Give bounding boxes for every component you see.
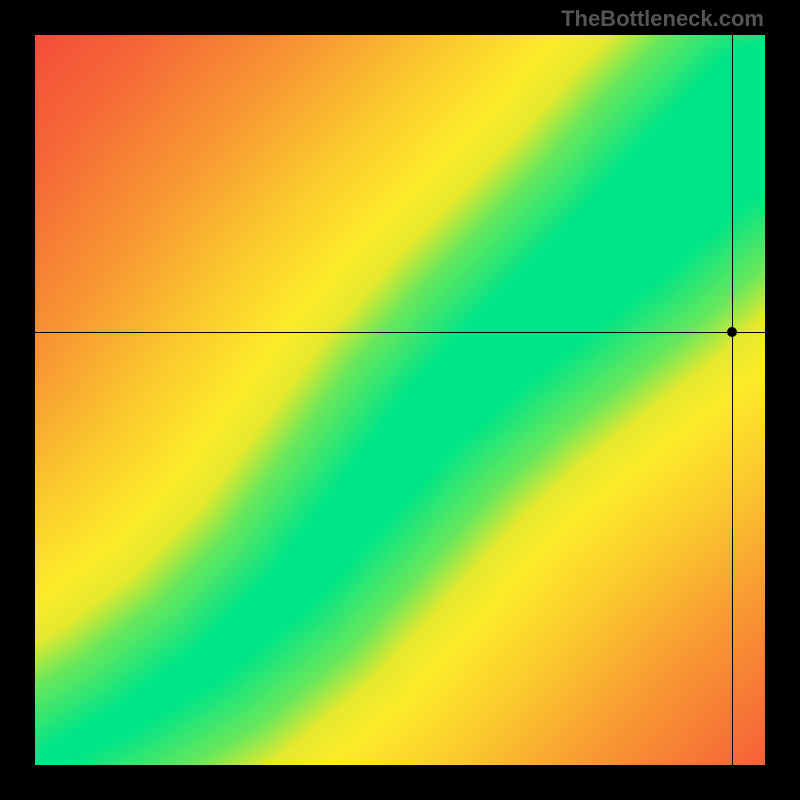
crosshair-vertical xyxy=(732,35,733,765)
heatmap-plot xyxy=(35,35,765,765)
watermark-text: TheBottleneck.com xyxy=(561,6,764,32)
heatmap-canvas xyxy=(35,35,765,765)
crosshair-horizontal xyxy=(35,332,765,333)
